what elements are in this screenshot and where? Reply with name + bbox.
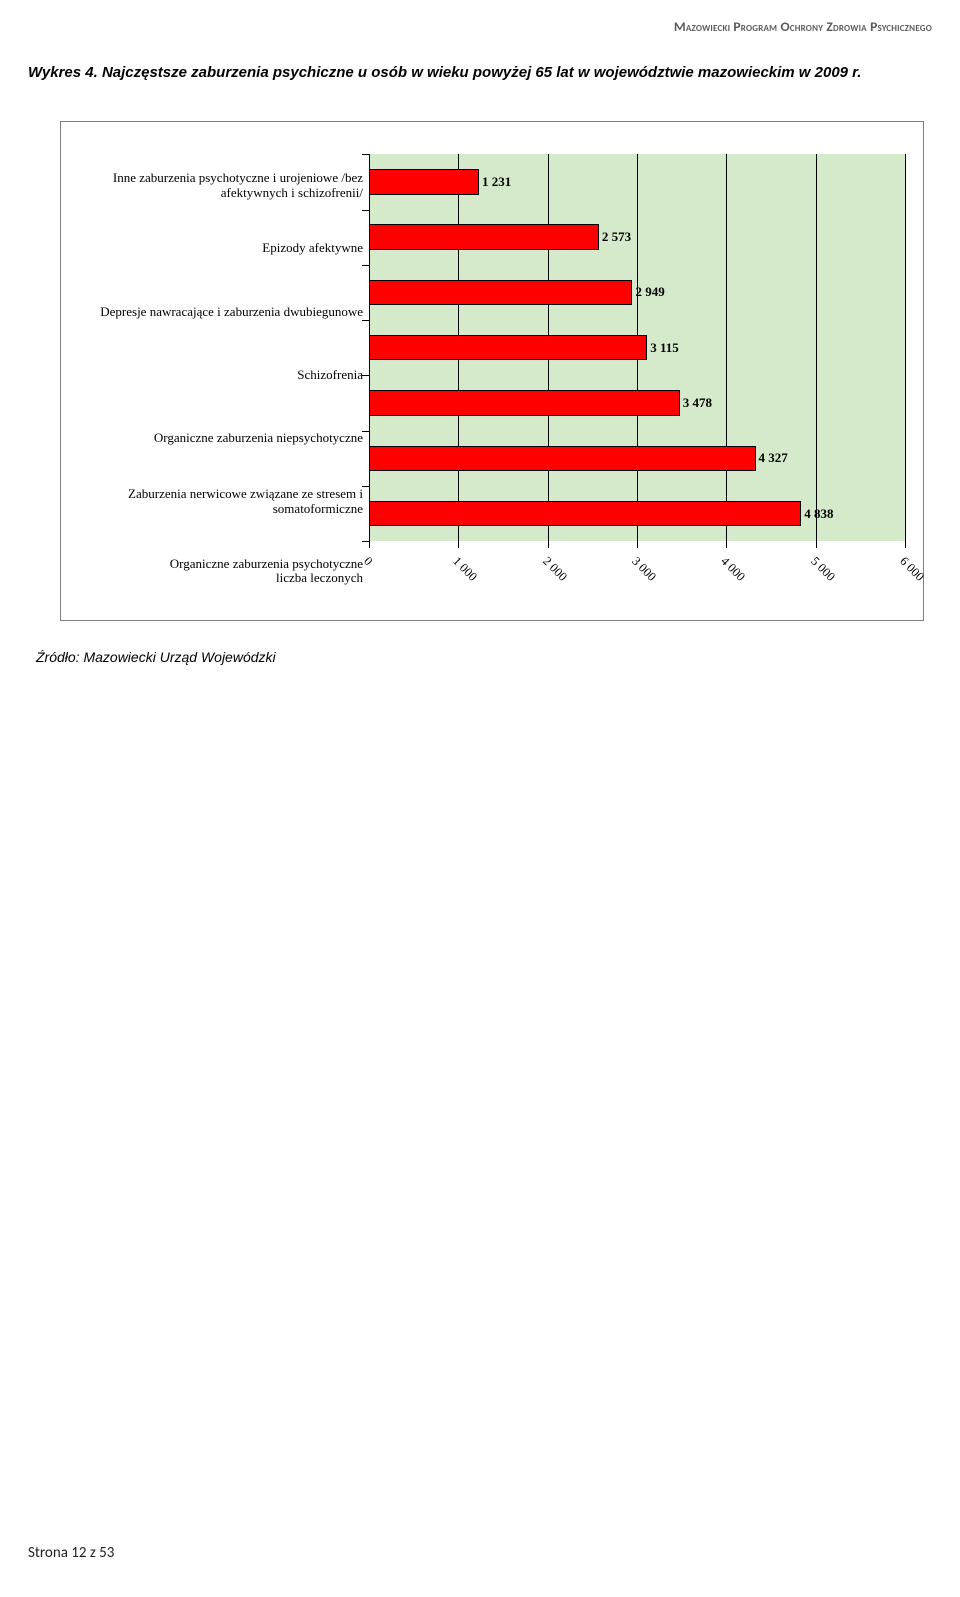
y-category-label: Zaburzenia nerwicowe związane ze stresem… <box>79 470 369 533</box>
bar-value-label: 3 478 <box>683 395 712 411</box>
y-category-label: Organiczne zaburzenia psychotyczne <box>79 533 369 596</box>
chart-frame: Inne zaburzenia psychotyczne i urojeniow… <box>60 121 924 621</box>
y-category-label: Depresje nawracające i zaburzenia dwubie… <box>79 281 369 344</box>
bar-slot: 2 949 <box>369 265 905 320</box>
x-tick <box>637 541 638 548</box>
y-category-labels: Inne zaburzenia psychotyczne i urojeniow… <box>79 154 369 596</box>
page-footer: Strona 12 z 53 <box>28 1544 114 1562</box>
x-tick <box>369 541 370 548</box>
y-tick <box>362 431 369 432</box>
bar-slot: 1 231 <box>369 154 905 209</box>
x-labels: liczba leczonych 01 0002 0003 0004 0005 … <box>369 548 905 596</box>
plot: 1 2312 5732 9493 1153 4784 3274 838 licz… <box>369 154 905 596</box>
gridline <box>905 154 906 541</box>
x-tick-label: 6 000 <box>896 554 926 584</box>
y-tick <box>362 265 369 266</box>
x-tick-label: 1 000 <box>450 554 480 584</box>
bar: 2 949 <box>369 280 632 305</box>
bar-slot: 3 115 <box>369 320 905 375</box>
x-tick <box>726 541 727 548</box>
y-tick <box>362 320 369 321</box>
bar-value-label: 2 573 <box>602 229 631 245</box>
bar-value-label: 2 949 <box>635 284 664 300</box>
bar: 2 573 <box>369 224 599 249</box>
x-tick-label: 2 000 <box>539 554 569 584</box>
y-tick <box>362 486 369 487</box>
x-tick <box>905 541 906 548</box>
bar-slot: 2 573 <box>369 210 905 265</box>
figure-title: Wykres 4. Najczęstsze zaburzenia psychic… <box>28 63 932 83</box>
y-tick <box>362 541 369 542</box>
bar-value-label: 4 327 <box>759 450 788 466</box>
y-tick <box>362 154 369 155</box>
bar-slot: 4 838 <box>369 486 905 541</box>
x-tick <box>458 541 459 548</box>
y-axis <box>369 154 370 541</box>
page: Mazowiecki Program Ochrony Zdrowia Psych… <box>0 0 960 1597</box>
y-tick <box>362 210 369 211</box>
plot-area: 1 231 2 573 2 949 3 115 3 478 4 327 4 838 <box>369 154 905 541</box>
bar-value-label: 4 838 <box>804 506 833 522</box>
y-category-label: Schizofrenia <box>79 344 369 407</box>
chart-inner: Inne zaburzenia psychotyczne i urojeniow… <box>79 154 905 596</box>
x-tick-label: 5 000 <box>807 554 837 584</box>
x-tick <box>548 541 549 548</box>
bar: 3 478 <box>369 390 680 415</box>
x-axis-title: liczba leczonych <box>79 570 369 586</box>
bar-slot: 3 478 <box>369 375 905 430</box>
y-category-label: Organiczne zaburzenia niepsychotyczne <box>79 407 369 470</box>
y-category-label: Inne zaburzenia psychotyczne i urojeniow… <box>79 154 369 217</box>
bar-value-label: 1 231 <box>482 174 511 190</box>
x-tick-label: 3 000 <box>628 554 658 584</box>
doc-header: Mazowiecki Program Ochrony Zdrowia Psych… <box>28 18 932 35</box>
bar: 4 838 <box>369 501 801 526</box>
bars-container: 1 231 2 573 2 949 3 115 3 478 4 327 4 838 <box>369 154 905 541</box>
bar: 3 115 <box>369 335 647 360</box>
x-tick-label: 4 000 <box>718 554 748 584</box>
bar: 4 327 <box>369 446 756 471</box>
source-text: Źródło: Mazowiecki Urząd Wojewódzki <box>36 649 932 665</box>
y-tick <box>362 375 369 376</box>
bar: 1 231 <box>369 169 479 194</box>
bar-value-label: 3 115 <box>650 340 679 356</box>
bar-slot: 4 327 <box>369 431 905 486</box>
y-category-label: Epizody afektywne <box>79 217 369 280</box>
x-tick <box>816 541 817 548</box>
